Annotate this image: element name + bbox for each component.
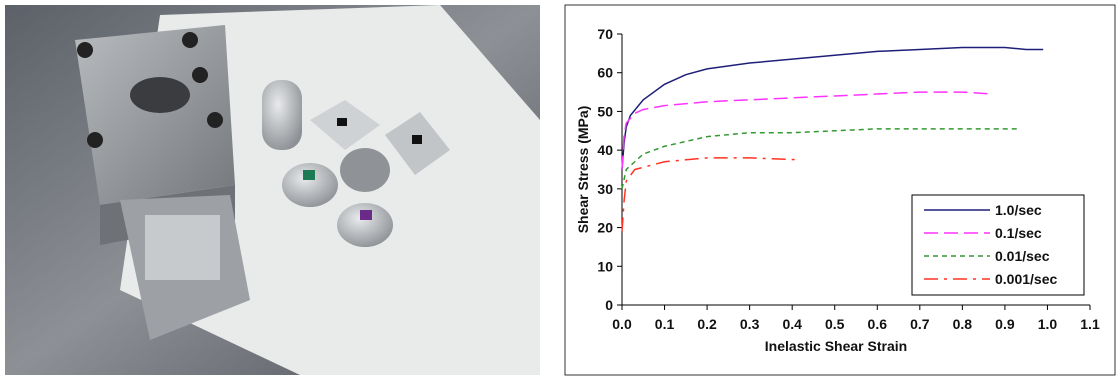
y-tick-label: 60 — [597, 65, 613, 81]
y-axis-label: Shear Stress (MPa) — [575, 106, 591, 234]
photo — [5, 5, 540, 375]
x-tick-label: 0.2 — [697, 316, 717, 332]
legend-label: 0.1/sec — [995, 225, 1042, 241]
legend-label: 0.001/sec — [995, 271, 1057, 287]
line-series — [621, 128, 1018, 190]
x-tick-label: 1.1 — [1080, 316, 1100, 332]
x-tick-label: 0.6 — [868, 316, 888, 332]
y-tick-label: 30 — [597, 181, 613, 197]
x-axis-label: Inelastic Shear Strain — [765, 338, 907, 354]
legend-label: 1.0/sec — [995, 202, 1042, 218]
x-tick-label: 0.5 — [825, 316, 845, 332]
chart-frame — [564, 4, 1116, 376]
y-tick-label: 0 — [605, 297, 613, 313]
line-series — [621, 91, 993, 170]
chart: 0 10 20 30 40 50 60 70 0.0 0.1 0.2 0.3 0.4 0.5 0.6 0.7 0… — [575, 26, 1100, 354]
x-tick-label: 0.3 — [740, 316, 760, 332]
y-tick-label: 40 — [597, 142, 613, 158]
legend-label: 0.01/sec — [995, 248, 1050, 264]
y-tick-label: 70 — [597, 26, 613, 42]
x-tick-label: 0.4 — [782, 316, 802, 332]
y-tick-label: 20 — [597, 220, 613, 236]
x-tick-label: 0.0 — [612, 316, 632, 332]
y-tick-label: 10 — [597, 258, 613, 274]
legend — [911, 194, 1085, 296]
x-tick-label: 0.1 — [655, 316, 675, 332]
x-tick-label: 0.9 — [995, 316, 1015, 332]
line-series — [621, 157, 801, 232]
x-tick-label: 0.8 — [953, 316, 973, 332]
y-tick-label: 50 — [597, 103, 613, 119]
x-tick-label: 1.0 — [1038, 316, 1058, 332]
x-tick-label: 0.7 — [910, 316, 930, 332]
